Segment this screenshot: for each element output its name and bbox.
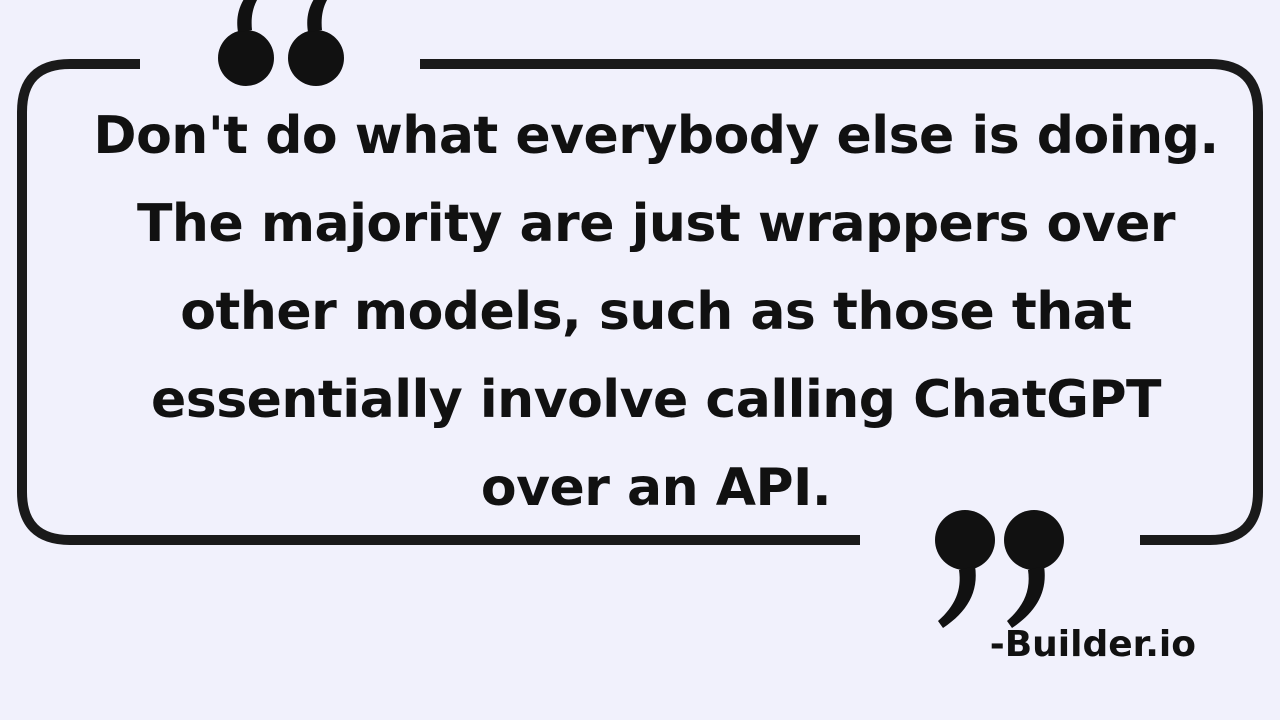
close-quote-icon [935,510,1064,628]
quote-line: over an API. [480,458,832,518]
attribution: -Builder.io [989,624,1196,665]
quote-line: Don't do what everybody else is doing. [93,106,1219,166]
quote-text: Don't do what everybody else is doing. T… [40,92,1272,532]
quote-line: other models, such as those that [180,282,1132,342]
quote-line: The majority are just wrappers over [136,194,1176,254]
open-quote-icon [218,0,344,86]
quote-line: essentially involve calling ChatGPT [150,370,1162,430]
